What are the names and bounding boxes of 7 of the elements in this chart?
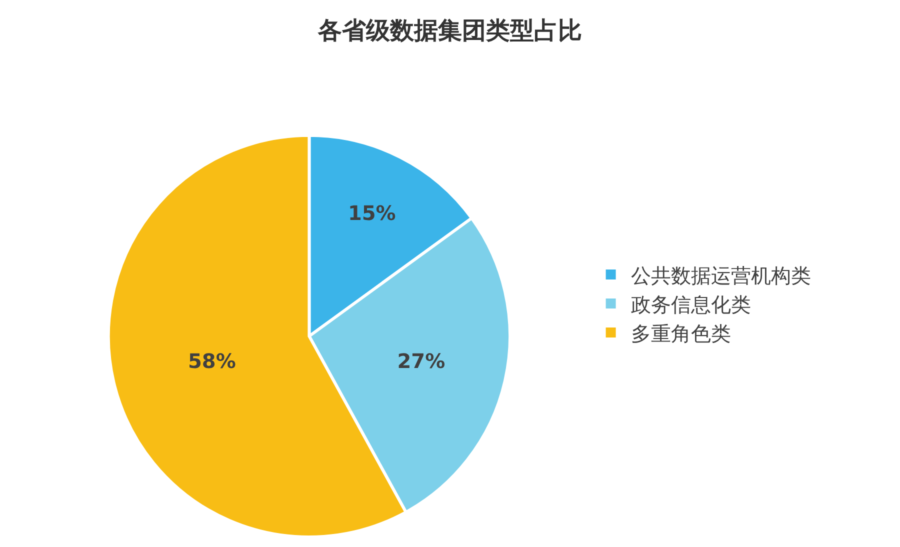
data-label: 15%: [348, 201, 396, 226]
legend-label: 多重角色类: [630, 321, 731, 346]
legend-label: 政务信息化类: [630, 292, 751, 316]
chart-title: 各省级数据集团类型占比: [317, 16, 582, 45]
data-label: 27%: [397, 349, 446, 374]
data-label: 58%: [188, 349, 236, 374]
legend-label: 公共数据运营机构类: [630, 263, 811, 288]
